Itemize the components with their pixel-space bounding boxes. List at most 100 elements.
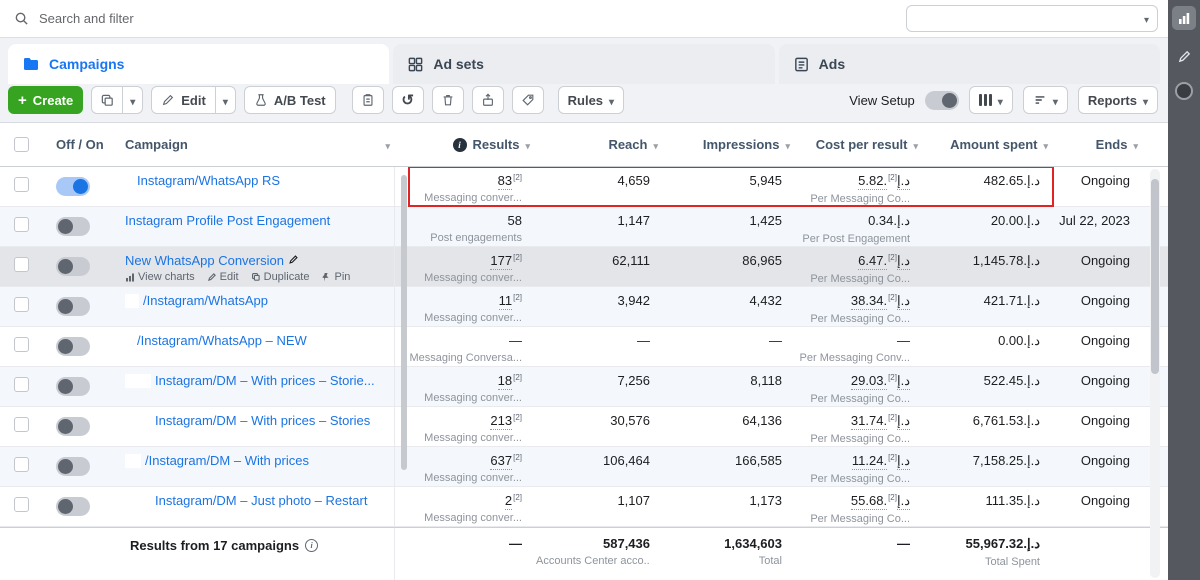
campaign-name-link[interactable]: Instagram Profile Post Engagement	[125, 213, 331, 228]
campaign-off-on-toggle[interactable]	[56, 177, 90, 196]
campaign-name-link[interactable]: Instagram/WhatsApp RS	[137, 173, 281, 188]
table-row[interactable]: /Instagram/WhatsApp – NEW — Messaging Co…	[0, 327, 1168, 367]
select-all-checkbox[interactable]	[13, 137, 29, 152]
row-checkbox[interactable]	[13, 377, 29, 392]
campaign-off-on-toggle[interactable]	[56, 377, 90, 396]
row-checkbox[interactable]	[13, 497, 29, 512]
row-checkbox[interactable]	[13, 257, 29, 272]
table-row[interactable]: Instagram/WhatsApp RS 83[2] Messaging co…	[0, 167, 1168, 207]
campaign-off-on-toggle[interactable]	[56, 217, 90, 236]
header-amount-spent[interactable]: Amount spent	[924, 137, 1054, 152]
create-button[interactable]: Create	[8, 86, 84, 114]
rules-button[interactable]: Rules	[557, 86, 625, 114]
row-checkbox[interactable]	[13, 337, 29, 352]
table-row[interactable]: Instagram/DM – With prices – Stories 213…	[0, 407, 1168, 447]
campaign-off-on-toggle[interactable]	[56, 297, 90, 316]
results-info-icon[interactable]	[452, 137, 467, 152]
undo-button[interactable]	[391, 86, 424, 114]
header-cost-per-result[interactable]: Cost per result	[796, 137, 924, 152]
columns-button[interactable]	[968, 86, 1013, 114]
edit-button[interactable]: Edit	[151, 86, 216, 114]
export-button[interactable]	[471, 86, 504, 114]
plus-icon	[18, 92, 27, 109]
rename-icon[interactable]	[288, 253, 299, 268]
cost-per-result-value: 0.34.د.إ	[868, 213, 910, 228]
reach-value: 1,107	[617, 493, 650, 508]
ad-sets-grid-icon	[408, 57, 423, 71]
duplicate-caret-button[interactable]	[123, 86, 144, 114]
breakdown-button[interactable]	[1022, 86, 1068, 114]
edit-action[interactable]: Edit	[207, 271, 239, 283]
row-checkbox[interactable]	[13, 297, 29, 312]
reports-button[interactable]: Reports	[1077, 86, 1158, 114]
clipboard-button[interactable]	[351, 86, 384, 114]
pane-divider-scrollbar[interactable]	[401, 175, 407, 470]
tab-campaigns[interactable]: Campaigns	[8, 44, 390, 84]
table-row[interactable]: /Instagram/WhatsApp 11[2] Messaging conv…	[0, 287, 1168, 327]
vertical-scrollbar[interactable]	[1150, 169, 1160, 578]
delete-button[interactable]	[431, 86, 464, 114]
edit-caret-button[interactable]	[215, 86, 236, 114]
campaign-off-on-toggle[interactable]	[56, 417, 90, 436]
row-checkbox[interactable]	[13, 457, 29, 472]
redacted-prefix	[125, 373, 151, 388]
toolbar: Create Edit A/B Test	[0, 84, 1168, 122]
tab-ad-sets[interactable]: Ad sets	[393, 44, 775, 84]
status-circle-icon[interactable]	[1175, 82, 1193, 100]
ends-value: Ongoing	[1080, 253, 1130, 268]
campaign-name-link[interactable]: Instagram/DM – With prices – Storie...	[155, 373, 375, 388]
sort-chevron-icon	[385, 137, 390, 152]
table-row[interactable]: Instagram/DM – Just photo – Restart 2[2]…	[0, 487, 1168, 527]
row-checkbox[interactable]	[13, 177, 29, 192]
tab-ads[interactable]: Ads	[778, 44, 1160, 84]
row-checkbox[interactable]	[13, 417, 29, 432]
table-body: Instagram/WhatsApp RS 83[2] Messaging co…	[0, 167, 1168, 527]
campaign-off-on-toggle[interactable]	[56, 257, 90, 276]
campaign-name-link[interactable]: /Instagram/DM – With prices	[145, 453, 309, 468]
impressions-value: 166,585	[735, 453, 782, 468]
table-row[interactable]: Instagram/DM – With prices – Storie... 1…	[0, 367, 1168, 407]
view-setup-toggle[interactable]	[924, 90, 959, 110]
row-checkbox[interactable]	[13, 217, 29, 232]
create-label: Create	[32, 92, 74, 108]
impressions-value: 5,945	[749, 173, 782, 188]
edit-pencil-icon[interactable]	[1172, 44, 1196, 68]
campaign-name-link[interactable]: /Instagram/WhatsApp – NEW	[137, 333, 307, 348]
campaign-name-link[interactable]: Instagram/DM – Just photo – Restart	[155, 493, 368, 508]
duplicate-action[interactable]: Duplicate	[251, 271, 309, 283]
footer-amount-spent: 55,967.32.د.إ	[965, 536, 1040, 551]
redacted-prefix	[125, 413, 151, 428]
table-row[interactable]: Instagram Profile Post Engagement 58 Pos…	[0, 207, 1168, 247]
account-dropdown[interactable]	[906, 5, 1158, 32]
campaign-name-link[interactable]: New WhatsApp Conversion	[125, 253, 284, 268]
view-charts-action[interactable]: View charts	[125, 271, 195, 283]
table-row[interactable]: New WhatsApp Conversion View charts Edit…	[0, 247, 1168, 287]
campaign-off-on-toggle[interactable]	[56, 337, 90, 356]
undo-icon	[401, 91, 414, 109]
pencil-icon	[163, 94, 174, 106]
header-campaign[interactable]: Campaign	[118, 137, 394, 152]
table-row[interactable]: /Instagram/DM – With prices 637[2] Messa…	[0, 447, 1168, 487]
pin-action[interactable]: Pin	[321, 271, 350, 283]
amount-spent-value: 20.00.د.إ	[990, 213, 1040, 228]
scrollbar-thumb[interactable]	[1151, 179, 1159, 374]
copy-icon	[251, 273, 260, 281]
campaign-name-link[interactable]: Instagram/DM – With prices – Stories	[155, 413, 371, 428]
reach-value: 30,576	[610, 413, 650, 428]
header-impressions[interactable]: Impressions	[664, 137, 796, 152]
sort-chevron-icon	[1043, 137, 1048, 152]
campaign-off-on-toggle[interactable]	[56, 497, 90, 516]
duplicate-button[interactable]	[91, 86, 124, 114]
header-ends[interactable]: Ends	[1054, 137, 1144, 152]
header-reach[interactable]: Reach	[536, 137, 664, 152]
search-input[interactable]	[39, 11, 339, 26]
campaign-off-on-toggle[interactable]	[56, 457, 90, 476]
header-results[interactable]: Results	[408, 137, 536, 152]
tag-button[interactable]	[511, 86, 544, 114]
header-off-on: Off / On	[56, 137, 104, 152]
ab-test-button[interactable]: A/B Test	[243, 86, 336, 114]
info-icon[interactable]	[305, 539, 319, 552]
flask-icon	[256, 94, 266, 106]
insights-chart-icon[interactable]	[1172, 6, 1196, 30]
campaign-name-link[interactable]: /Instagram/WhatsApp	[143, 293, 268, 308]
